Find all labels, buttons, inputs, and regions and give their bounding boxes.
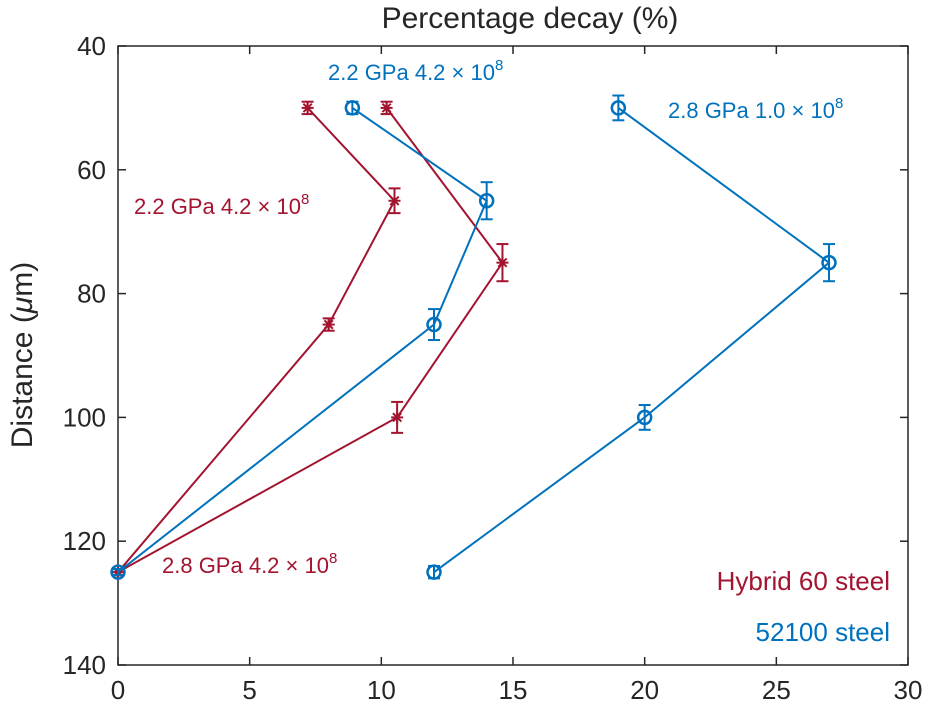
data-point [110, 564, 126, 580]
x-tick-label: 5 [242, 675, 256, 705]
series-line [117, 107, 504, 574]
data-point [344, 100, 361, 116]
asterisk-stroke [497, 257, 508, 268]
annotation-exponent: 8 [301, 191, 309, 208]
y-tick-label: 140 [63, 650, 106, 680]
annotation-text: 2.2 GPa 4.2 × 10 [328, 60, 495, 85]
axis-ticks: 0 5 10 15 20 25 30 40 60 80 100 120 140 [63, 31, 923, 705]
asterisk-stroke [392, 412, 403, 423]
data-point [301, 101, 314, 114]
y-tick-label: 80 [77, 279, 106, 309]
data-point [636, 409, 653, 426]
series-annotation: 2.8 GPa 4.2 × 108 [162, 550, 337, 578]
series-3 [110, 100, 495, 580]
chart-title: Percentage decay (%) [382, 2, 679, 35]
asterisk-stroke [323, 319, 334, 330]
series-4 [426, 94, 837, 580]
data-point [496, 256, 509, 269]
data-point [426, 316, 442, 333]
y-tick-label: 60 [77, 155, 106, 185]
annotation-exponent: 8 [835, 95, 843, 112]
data-point [610, 100, 627, 116]
annotation-text: 2.8 GPa 4.2 × 10 [162, 553, 329, 578]
asterisk-stroke [302, 102, 313, 113]
y-tick-label: 40 [77, 31, 106, 61]
series-2 [112, 100, 509, 579]
legend: Hybrid 60 steel 52100 steel [717, 566, 890, 647]
series-1 [112, 100, 401, 579]
series-line [433, 107, 831, 573]
y-axis-label-unit-symbol: μ [6, 297, 39, 314]
data-point [388, 194, 401, 207]
x-tick-label: 10 [367, 675, 396, 705]
y-axis-label-unit-rest: m) [6, 262, 39, 297]
x-tick-label: 0 [111, 675, 125, 705]
x-tick-label: 20 [630, 675, 659, 705]
series-layer [110, 94, 837, 580]
data-point [821, 254, 837, 271]
series-annotation: 2.8 GPa 1.0 × 108 [668, 95, 843, 123]
data-point [426, 564, 442, 580]
data-point [380, 101, 393, 114]
y-axis-label-text: Distance [6, 332, 39, 449]
series-annotation: 2.2 GPa 4.2 × 108 [134, 191, 309, 219]
y-tick-label: 120 [63, 526, 106, 556]
annotation-exponent: 8 [329, 550, 337, 567]
data-point [478, 193, 495, 209]
legend-entry: Hybrid 60 steel [717, 566, 890, 596]
asterisk-stroke [381, 102, 392, 113]
series-line [117, 107, 488, 573]
x-tick-label: 15 [499, 675, 528, 705]
y-tick-label: 100 [63, 402, 106, 432]
legend-entry: 52100 steel [756, 617, 890, 647]
series-line [117, 107, 396, 573]
y-axis-label-unit-open: ( [6, 313, 39, 331]
data-point [322, 318, 335, 331]
annotation-text: 2.8 GPa 1.0 × 10 [668, 98, 835, 123]
annotation-text: 2.2 GPa 4.2 × 10 [134, 194, 301, 219]
annotation-exponent: 8 [495, 57, 503, 74]
x-tick-label: 25 [762, 675, 791, 705]
y-axis-label: Distance (μm) [6, 262, 39, 448]
data-point [391, 411, 404, 424]
series-annotation: 2.2 GPa 4.2 × 108 [328, 57, 503, 85]
asterisk-stroke [389, 195, 400, 206]
x-tick-label: 30 [894, 675, 923, 705]
